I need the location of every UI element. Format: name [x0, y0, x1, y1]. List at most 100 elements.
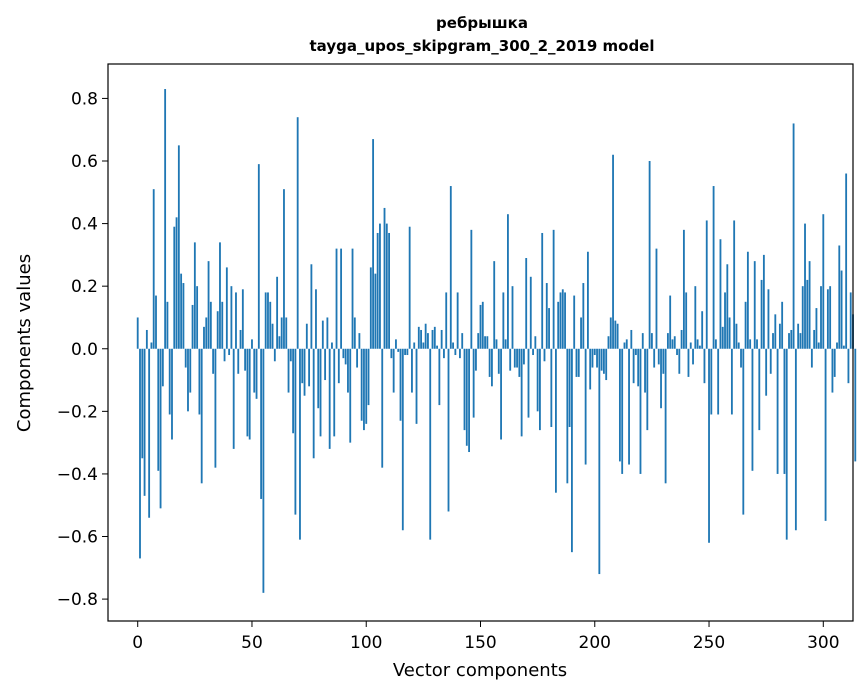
- bar-60: [273, 348, 276, 362]
- bar-59: [271, 323, 274, 349]
- bar-163: [509, 348, 512, 371]
- bar-32: [209, 301, 212, 349]
- bar-10: [159, 348, 162, 509]
- bar-203: [600, 348, 603, 371]
- bar-250: [708, 348, 710, 543]
- bar-53: [257, 164, 260, 349]
- bar-194: [580, 317, 582, 349]
- bar-2: [141, 348, 144, 459]
- bar-272: [758, 348, 761, 431]
- bar-213: [623, 342, 626, 349]
- bar-122: [415, 348, 418, 424]
- bar-106: [379, 223, 381, 349]
- bar-146: [470, 229, 473, 349]
- bar-79: [317, 348, 320, 409]
- bar-81: [321, 320, 324, 349]
- bar-212: [621, 348, 624, 474]
- bar-197: [586, 251, 589, 349]
- bar-9: [157, 348, 160, 471]
- bar-39: [225, 267, 228, 349]
- bar-25: [193, 242, 196, 349]
- bar-166: [516, 348, 518, 368]
- bar-181: [550, 348, 553, 427]
- bar-40: [228, 348, 231, 356]
- bar-103: [372, 139, 375, 349]
- bar-94: [351, 248, 354, 349]
- bar-187: [564, 292, 566, 349]
- bar-71: [299, 348, 301, 540]
- bar-235: [673, 336, 676, 349]
- plot-area-frame: [107, 63, 854, 622]
- bar-249: [705, 220, 708, 349]
- bar-70: [296, 117, 299, 349]
- bar-178: [543, 348, 546, 362]
- bar-63: [280, 317, 283, 349]
- x-tick-label: 200: [579, 633, 611, 653]
- bar-147: [472, 348, 475, 418]
- bar-190: [571, 348, 573, 553]
- bar-174: [534, 336, 537, 349]
- bar-184: [557, 301, 560, 349]
- bar-301: [824, 348, 827, 521]
- bar-97: [358, 333, 361, 349]
- bar-274: [762, 254, 765, 349]
- bar-95: [353, 317, 356, 349]
- bar-168: [520, 348, 523, 437]
- bar-148: [475, 348, 477, 371]
- bar-45: [239, 329, 242, 349]
- bar-164: [511, 286, 514, 349]
- bar-251: [710, 348, 713, 415]
- bar-300: [822, 214, 825, 349]
- bar-165: [513, 348, 516, 368]
- bar-170: [525, 258, 528, 349]
- bars-group: [136, 89, 857, 593]
- bar-145: [468, 348, 470, 453]
- bar-248: [703, 348, 706, 384]
- bar-284: [785, 348, 788, 540]
- bar-128: [429, 348, 432, 540]
- bar-192: [575, 348, 578, 377]
- bar-65: [285, 317, 288, 349]
- y-tick-label: −0.6: [57, 528, 98, 548]
- bar-229: [660, 348, 662, 409]
- bar-175: [536, 348, 539, 412]
- x-axis-label: Vector components: [393, 660, 567, 681]
- bar-209: [614, 320, 617, 349]
- bar-304: [831, 348, 834, 393]
- bar-191: [573, 295, 576, 349]
- bar-29: [203, 326, 205, 349]
- bar-132: [438, 348, 441, 406]
- bar-239: [682, 229, 685, 349]
- bar-135: [445, 292, 448, 349]
- bar-44: [237, 348, 240, 374]
- bar-157: [495, 339, 498, 349]
- bar-109: [385, 223, 388, 349]
- bar-242: [689, 342, 692, 349]
- bar-312: [849, 292, 852, 349]
- chart-subtitle: tayga_upos_skipgram_300_2_2019 model: [310, 37, 655, 55]
- bar-310: [845, 173, 848, 349]
- bar-13: [166, 301, 169, 349]
- bar-6: [150, 342, 153, 349]
- bar-233: [669, 295, 672, 349]
- bar-205: [605, 348, 608, 381]
- bar-149: [477, 333, 480, 349]
- bar-179: [545, 283, 548, 349]
- bar-0: [136, 317, 139, 349]
- bar-144: [465, 348, 468, 446]
- bar-196: [584, 348, 587, 465]
- bar-293: [806, 279, 809, 349]
- bar-285: [788, 333, 790, 349]
- bar-74: [305, 323, 308, 349]
- bar-188: [566, 348, 569, 484]
- bar-52: [255, 348, 258, 399]
- bar-276: [767, 289, 770, 349]
- bar-292: [804, 223, 806, 349]
- bar-80: [319, 348, 322, 437]
- bar-24: [191, 304, 194, 349]
- bar-225: [650, 333, 653, 349]
- bar-223: [646, 348, 649, 431]
- bar-88: [337, 348, 340, 384]
- bar-307: [838, 245, 841, 349]
- bar-283: [783, 348, 786, 474]
